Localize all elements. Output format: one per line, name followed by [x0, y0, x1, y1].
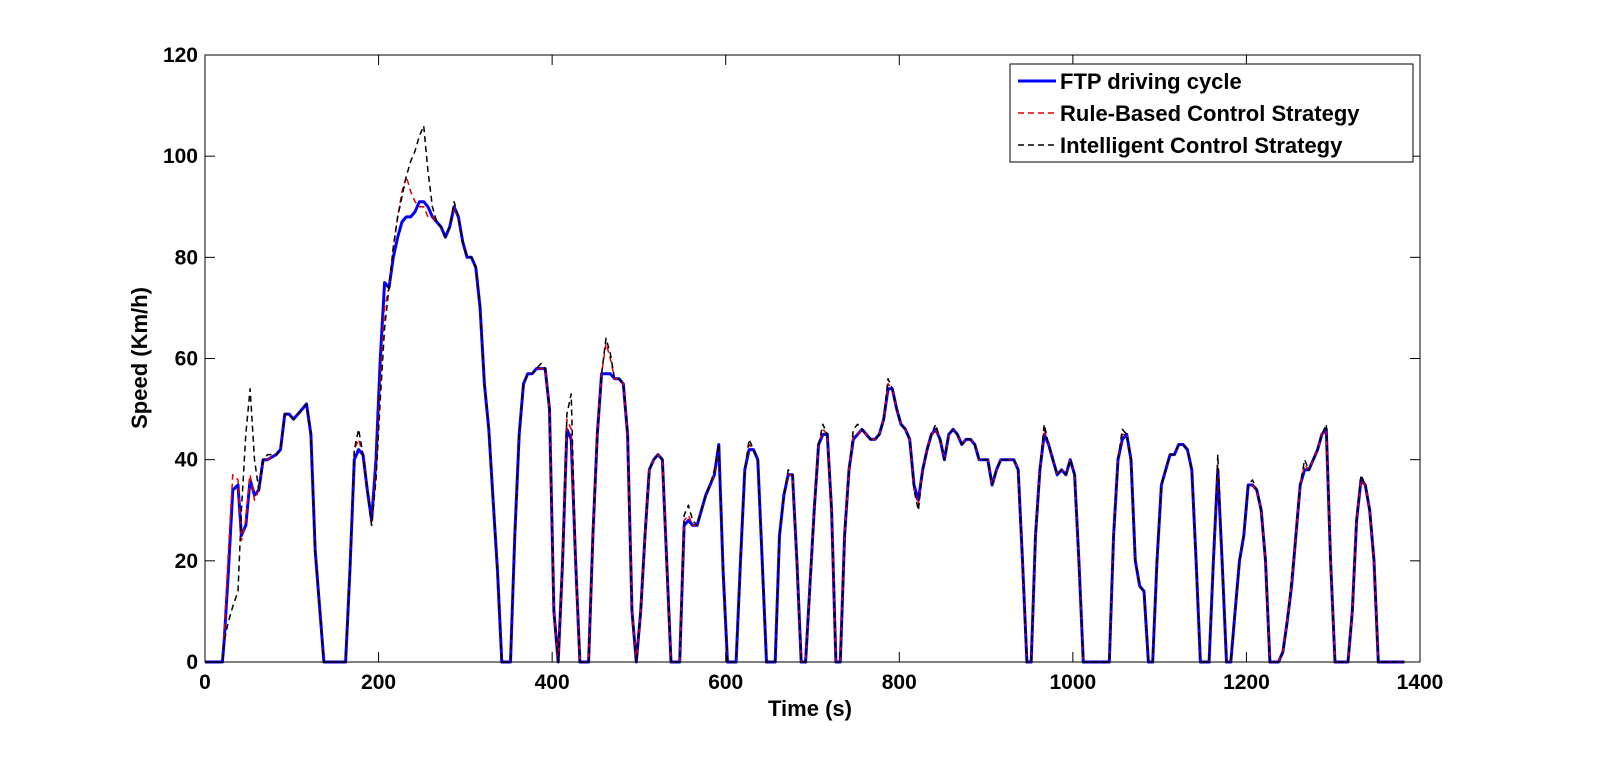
- legend-label-intelligent: Intelligent Control Strategy: [1060, 133, 1343, 158]
- legend-label-rule-based: Rule-Based Control Strategy: [1060, 101, 1360, 126]
- x-axis-label: Time (s): [768, 696, 852, 721]
- x-tick-label: 600: [708, 671, 743, 694]
- y-tick-label: 80: [175, 246, 198, 269]
- legend-label-ftp: FTP driving cycle: [1060, 69, 1242, 94]
- y-axis-label: Speed (Km/h): [127, 287, 152, 429]
- y-tick-label: 100: [163, 145, 198, 168]
- y-tick-label: 0: [186, 651, 198, 674]
- x-tick-label: 200: [361, 671, 396, 694]
- y-tick-label: 60: [175, 348, 198, 371]
- x-tick-label: 1400: [1397, 671, 1444, 694]
- x-tick-label: 1200: [1223, 671, 1270, 694]
- y-tick-label: 20: [175, 550, 198, 573]
- x-tick-label: 800: [882, 671, 917, 694]
- legend: FTP driving cycle Rule-Based Control Str…: [1010, 64, 1413, 162]
- x-tick-label: 1000: [1049, 671, 1096, 694]
- y-tick-label: 40: [175, 449, 198, 472]
- x-tick-label: 400: [535, 671, 570, 694]
- y-tick-label: 120: [163, 44, 198, 67]
- x-tick-label: 0: [199, 671, 211, 694]
